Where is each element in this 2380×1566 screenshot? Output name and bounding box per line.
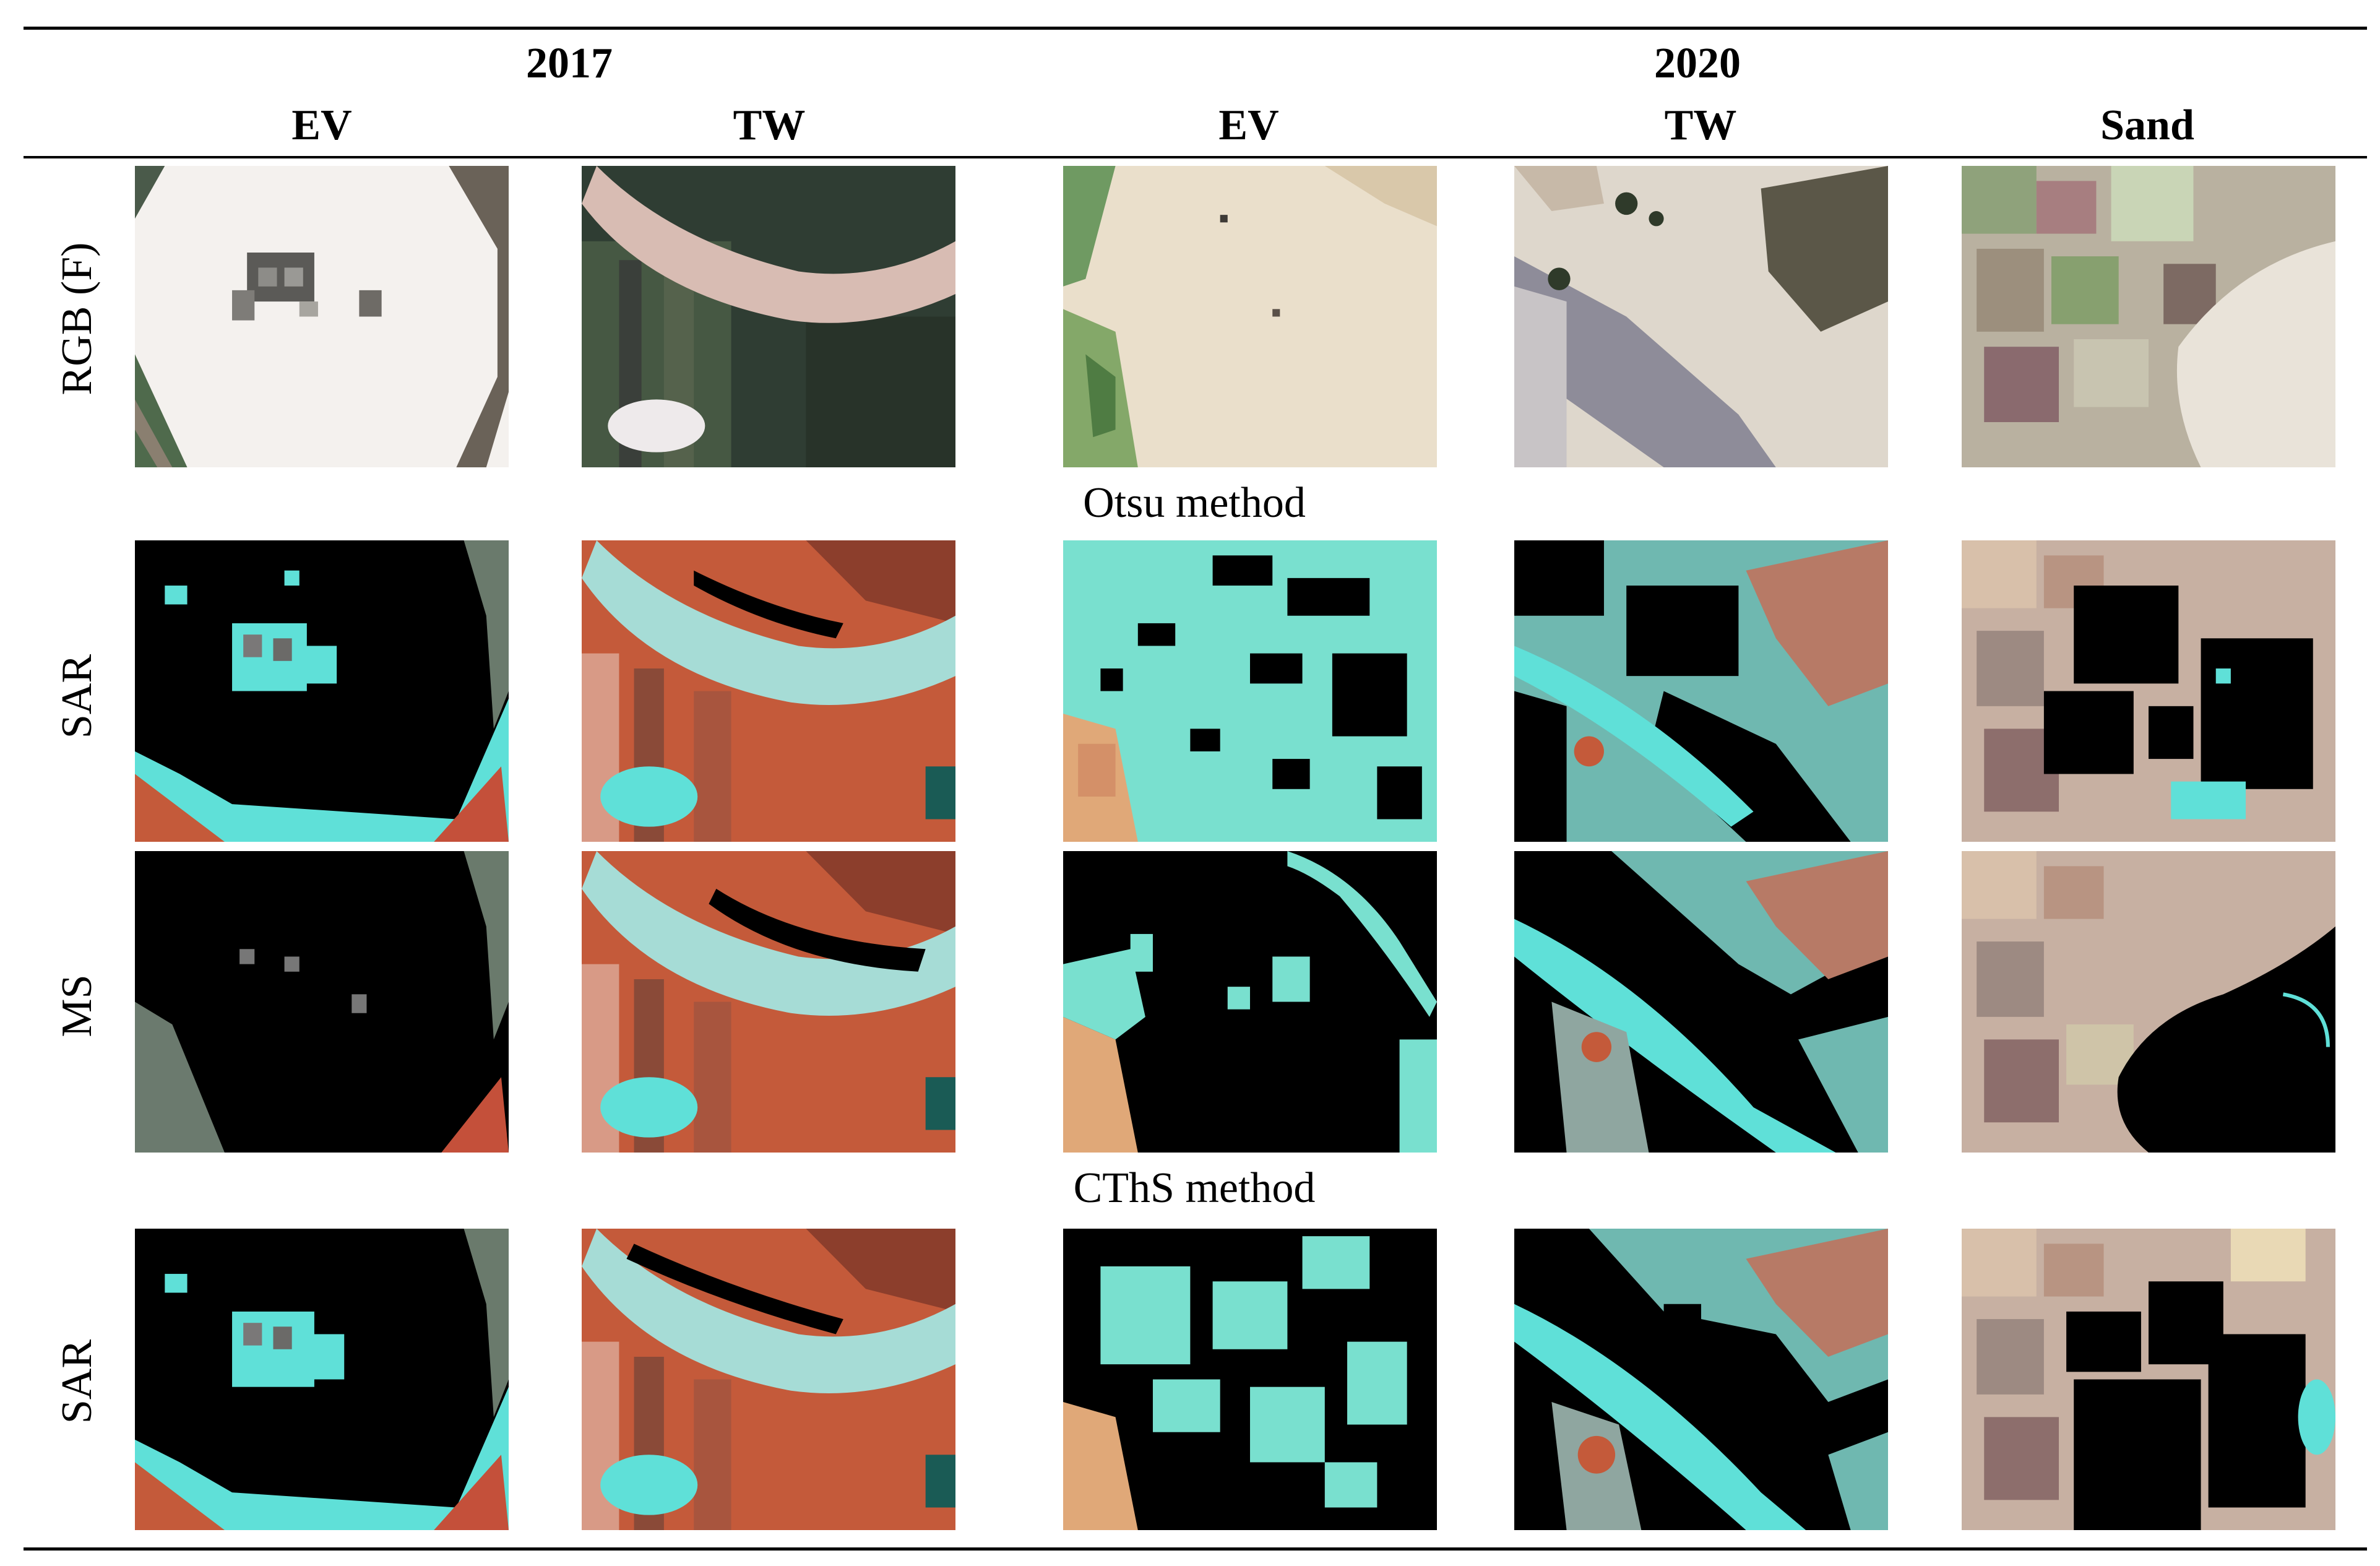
column-header-ev-2020: EV: [1218, 102, 1279, 149]
bottom-rule: [24, 1547, 2367, 1551]
method-label-otsu: Otsu method: [1083, 479, 1306, 527]
sar-cths-tw-2017-image: [582, 1229, 955, 1530]
column-header-sand-2020: Sand: [2100, 102, 2194, 149]
row-label-sar-otsu: SAR: [53, 654, 101, 739]
rgb-tw-2017-image: [582, 166, 955, 467]
ms-otsu-tw-2020-image: [1514, 851, 1888, 1153]
row-label-sar-cths: SAR: [53, 1339, 101, 1424]
year-header-2017: 2017: [526, 40, 613, 87]
method-label-cths: CThS method: [1073, 1164, 1316, 1212]
sar-cths-sand-2020-image: [1962, 1229, 2335, 1530]
ms-otsu-tw-2017-image: [582, 851, 955, 1153]
sar-otsu-tw-2020-image: [1514, 540, 1888, 842]
ms-otsu-ev-2017-image: [135, 851, 509, 1153]
sar-cths-ev-2017-image: [135, 1229, 509, 1530]
sar-cths-tw-2020-image: [1514, 1229, 1888, 1530]
year-header-2020: 2020: [1654, 40, 1741, 87]
sar-otsu-ev-2017-image: [135, 540, 509, 842]
ms-otsu-ev-2020-image: [1063, 851, 1437, 1153]
rgb-ev-2020-image: [1063, 166, 1437, 467]
row-label-ms-otsu: MS: [53, 974, 101, 1037]
column-header-tw-2017: TW: [733, 102, 806, 149]
sar-otsu-sand-2020-image: [1962, 540, 2335, 842]
ms-otsu-sand-2020-image: [1962, 851, 2335, 1153]
sar-otsu-ev-2020-image: [1063, 540, 1437, 842]
column-header-ev-2017: EV: [291, 102, 352, 149]
rgb-tw-2020-image: [1514, 166, 1888, 467]
header-rule: [24, 156, 2367, 158]
top-rule: [24, 27, 2367, 30]
sar-cths-ev-2020-image: [1063, 1229, 1437, 1530]
rgb-sand-2020-image: [1962, 166, 2335, 467]
row-label-rgb: RGB (F): [53, 242, 101, 396]
rgb-ev-2017-image: [135, 166, 509, 467]
sar-otsu-tw-2017-image: [582, 540, 955, 842]
column-header-tw-2020: TW: [1664, 102, 1737, 149]
